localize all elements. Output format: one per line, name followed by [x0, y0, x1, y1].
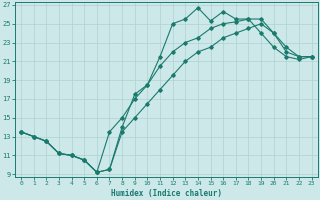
X-axis label: Humidex (Indice chaleur): Humidex (Indice chaleur) — [111, 189, 222, 198]
